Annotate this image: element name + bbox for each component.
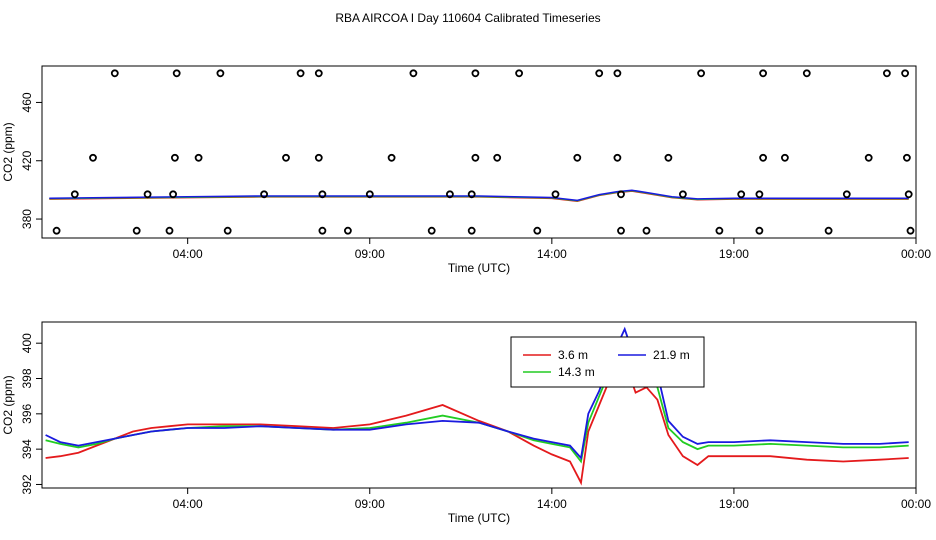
y-tick-label: 460 [20, 92, 34, 112]
calibration-point [52, 226, 61, 235]
calibration-point [842, 190, 851, 199]
calibration-point [387, 153, 396, 162]
calibration-point [282, 153, 290, 162]
calibration-point [132, 226, 141, 235]
x-tick-label: 09:00 [355, 497, 385, 511]
plot-frame [41, 65, 917, 239]
calibration-point [318, 190, 327, 199]
calibration-point [445, 190, 454, 199]
x-tick-label: 00:00 [901, 247, 931, 261]
x-tick-label: 14:00 [537, 247, 567, 261]
calibration-point [467, 190, 476, 199]
y-tick-label: 396 [20, 403, 34, 423]
calibration-point [409, 69, 418, 78]
calibration-point [427, 226, 436, 235]
panel-top: 04:00 09:00 14:00 19:00 00:00 380 420 460 Time (… [1, 65, 931, 275]
legend: 3.6 m 14.3 m 21.9 m [510, 336, 705, 388]
calibration-point [318, 226, 327, 235]
series-line-21-9-m [49, 189, 909, 202]
calibration-point [903, 153, 911, 162]
calibration-point [471, 153, 480, 162]
y-axis-label: CO2 (ppm) [1, 375, 15, 434]
calibration-point [679, 190, 687, 199]
calibration-point [759, 69, 767, 78]
series-line-14-3-m [45, 344, 909, 464]
legend-box [510, 336, 705, 388]
x-tick-label: 14:00 [537, 497, 567, 511]
calibration-point [883, 69, 891, 78]
calibration-point [906, 226, 915, 235]
x-tick-label: 19:00 [719, 497, 749, 511]
calibration-point [296, 69, 305, 78]
calibration-point [314, 69, 323, 78]
calibration-point [802, 69, 811, 78]
calibration-point [89, 153, 97, 162]
series-line-3-6-m [45, 359, 909, 486]
plot-area [45, 326, 909, 486]
calibration-point [613, 153, 622, 162]
calibration-point [737, 190, 746, 199]
y-tick-label: 398 [20, 368, 34, 388]
y-axis-label: CO2 (ppm) [1, 122, 15, 181]
calibration-point [715, 226, 724, 235]
calibration-point [467, 226, 476, 235]
x-tick-label: 04:00 [173, 497, 203, 511]
calibration-point [759, 153, 767, 162]
calibration-point [172, 69, 181, 78]
x-tick-label: 09:00 [355, 247, 385, 261]
calibration-point [904, 190, 913, 199]
calibration-point [755, 190, 764, 199]
calibration-point [515, 69, 523, 78]
y-tick-label: 380 [20, 209, 34, 229]
legend-label: 3.6 m [558, 348, 588, 362]
y-tick-label: 394 [20, 439, 34, 459]
calibration-point [343, 226, 352, 235]
legend-label: 21.9 m [653, 348, 690, 362]
y-tick-label: 400 [20, 333, 34, 353]
calibration-point [70, 190, 79, 199]
calibration-point [143, 190, 152, 199]
x-tick-label: 19:00 [719, 247, 749, 261]
x-tick-label: 00:00 [901, 497, 931, 511]
calibration-point [613, 69, 622, 78]
calibration-point [864, 153, 873, 162]
calibration-point [573, 153, 582, 162]
calibration-point [223, 226, 232, 235]
calibration-point [365, 190, 374, 199]
calibration-point [471, 69, 480, 78]
plot-frame [41, 321, 917, 489]
calibration-point [533, 226, 542, 235]
calibration-point [781, 153, 789, 162]
calibration-point [170, 153, 179, 162]
calibration-point [169, 190, 178, 199]
x-axis-label: Time (UTC) [448, 261, 510, 275]
calibration-point [314, 153, 323, 162]
calibration-point [110, 69, 119, 78]
plot-area [49, 69, 915, 235]
x-axis-label: Time (UTC) [448, 511, 510, 525]
calibration-point [617, 190, 625, 199]
calibration-point [260, 190, 269, 199]
series-line-21-9-m [45, 326, 909, 461]
y-tick-label: 420 [20, 150, 34, 170]
legend-label: 14.3 m [558, 365, 595, 379]
calibration-point [165, 226, 174, 235]
calibration-point [595, 69, 604, 78]
calibration-point [642, 226, 651, 235]
calibration-point [755, 226, 764, 235]
calibration-point [664, 153, 673, 162]
figure-title: RBA AIRCOA I Day 110604 Calibrated Times… [335, 11, 600, 25]
calibration-point [216, 69, 225, 78]
calibration-point [194, 153, 203, 162]
y-tick-label: 392 [20, 474, 34, 494]
calibration-point [617, 226, 625, 235]
panel-bottom: 04:00 09:00 14:00 19:00 00:00 392 394 396 398 400… [1, 321, 931, 525]
x-tick-label: 04:00 [173, 247, 203, 261]
calibration-point [901, 69, 909, 78]
calibration-point [493, 153, 502, 162]
calibration-point [697, 69, 705, 78]
calibration-point [551, 190, 560, 199]
calibration-point [824, 226, 833, 235]
